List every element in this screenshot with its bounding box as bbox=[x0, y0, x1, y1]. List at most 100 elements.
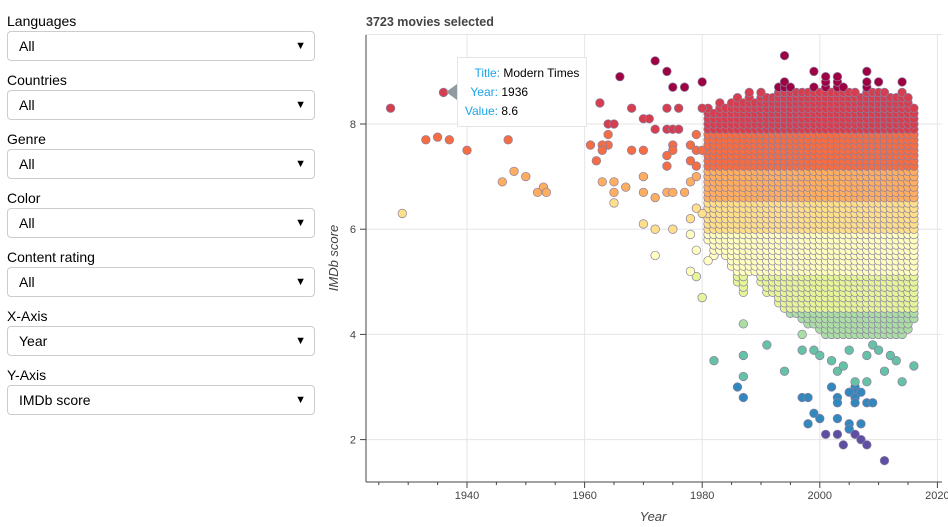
data-point bbox=[832, 413, 843, 424]
data-point bbox=[397, 208, 407, 219]
data-point bbox=[650, 124, 660, 134]
data-point bbox=[844, 424, 854, 434]
data-point bbox=[685, 266, 696, 276]
data-point bbox=[685, 140, 696, 150]
data-point bbox=[509, 166, 519, 176]
data-point bbox=[821, 429, 831, 439]
languages-select[interactable]: All ▼ bbox=[7, 31, 315, 61]
data-point bbox=[626, 103, 637, 113]
data-point bbox=[697, 77, 707, 87]
points-layer bbox=[385, 50, 919, 466]
countries-value: All bbox=[19, 97, 35, 113]
data-point bbox=[503, 135, 513, 145]
y-axis-select[interactable]: IMDb score ▼ bbox=[7, 385, 315, 415]
data-point bbox=[868, 340, 878, 350]
chevron-down-icon: ▼ bbox=[295, 40, 306, 52]
data-point bbox=[697, 103, 707, 113]
data-point bbox=[662, 161, 672, 171]
data-point bbox=[856, 419, 866, 429]
data-point bbox=[832, 398, 843, 408]
data-point bbox=[385, 103, 396, 113]
data-point bbox=[650, 192, 660, 203]
y-axis-title: IMDb score bbox=[326, 225, 341, 291]
data-point bbox=[879, 87, 890, 98]
data-point bbox=[697, 208, 707, 219]
y-tick-label: 8 bbox=[350, 119, 356, 131]
data-point bbox=[609, 119, 619, 129]
data-point bbox=[809, 82, 819, 92]
genre-value: All bbox=[19, 156, 35, 172]
data-point bbox=[432, 132, 443, 142]
data-point bbox=[685, 214, 696, 224]
data-point bbox=[850, 429, 860, 439]
data-point bbox=[868, 398, 878, 408]
data-point bbox=[744, 87, 754, 98]
data-point bbox=[779, 50, 790, 61]
data-point bbox=[838, 440, 848, 450]
chevron-down-icon: ▼ bbox=[295, 158, 306, 170]
data-point bbox=[797, 345, 807, 355]
data-point bbox=[668, 82, 678, 92]
color-value: All bbox=[19, 215, 35, 231]
data-point bbox=[809, 408, 819, 418]
data-point bbox=[732, 382, 743, 392]
data-point bbox=[668, 187, 678, 198]
data-point bbox=[674, 103, 684, 113]
axes: 1940 1960 1980 2000 2020 2 4 6 8 bbox=[350, 35, 948, 502]
data-point bbox=[650, 224, 660, 234]
content-rating-select[interactable]: All ▼ bbox=[7, 267, 315, 297]
data-point bbox=[621, 182, 631, 192]
data-point bbox=[897, 77, 907, 87]
data-point bbox=[797, 329, 807, 340]
x-axis-select[interactable]: Year ▼ bbox=[7, 326, 315, 356]
data-point bbox=[668, 145, 678, 155]
tooltip-year-row: Year: 1936 bbox=[458, 83, 586, 102]
data-point bbox=[897, 87, 907, 98]
data-point bbox=[615, 72, 625, 82]
tooltip-title-value: Modern Times bbox=[503, 66, 580, 80]
data-point bbox=[585, 140, 596, 150]
data-point bbox=[785, 82, 796, 92]
data-point bbox=[832, 366, 843, 376]
data-point bbox=[850, 87, 860, 98]
data-point bbox=[862, 66, 872, 77]
data-point bbox=[662, 66, 672, 77]
data-point bbox=[809, 66, 819, 77]
data-point bbox=[850, 398, 860, 408]
languages-value: All bbox=[19, 38, 35, 54]
data-point bbox=[626, 145, 637, 155]
tooltip-year-key: Year: bbox=[470, 85, 498, 99]
data-point bbox=[521, 171, 531, 182]
y-axis-label: Y-Axis bbox=[7, 367, 47, 383]
chevron-down-icon: ▼ bbox=[295, 394, 306, 406]
y-tick-label: 2 bbox=[350, 435, 356, 447]
data-point bbox=[909, 361, 919, 371]
data-point bbox=[738, 350, 749, 361]
data-point bbox=[421, 135, 431, 145]
data-point bbox=[732, 93, 743, 103]
data-point bbox=[832, 72, 843, 82]
data-point bbox=[838, 82, 848, 92]
plot-title: 3723 movies selected bbox=[366, 15, 494, 29]
color-label: Color bbox=[7, 190, 41, 206]
data-point bbox=[541, 187, 552, 198]
data-point bbox=[638, 219, 649, 229]
data-point bbox=[879, 455, 890, 466]
color-select[interactable]: All ▼ bbox=[7, 208, 315, 238]
data-point bbox=[826, 382, 837, 392]
data-point bbox=[679, 82, 690, 92]
filter-panel: Languages All ▼ Countries All ▼ Genre All ▼ Co… bbox=[7, 12, 317, 425]
x-tick-label: 1940 bbox=[455, 490, 479, 502]
data-point bbox=[462, 145, 472, 155]
x-tick-label: 1960 bbox=[572, 490, 596, 502]
data-point bbox=[691, 171, 701, 182]
genre-select[interactable]: All ▼ bbox=[7, 149, 315, 179]
countries-select[interactable]: All ▼ bbox=[7, 90, 315, 120]
data-point bbox=[803, 419, 813, 429]
y-axis-group: Y-Axis IMDb score ▼ bbox=[7, 366, 317, 425]
data-point bbox=[832, 429, 843, 439]
data-point bbox=[703, 256, 713, 266]
languages-group: Languages All ▼ bbox=[7, 12, 317, 71]
hover-tooltip: Title: Modern Times Year: 1936 Value: 8.… bbox=[457, 57, 587, 127]
